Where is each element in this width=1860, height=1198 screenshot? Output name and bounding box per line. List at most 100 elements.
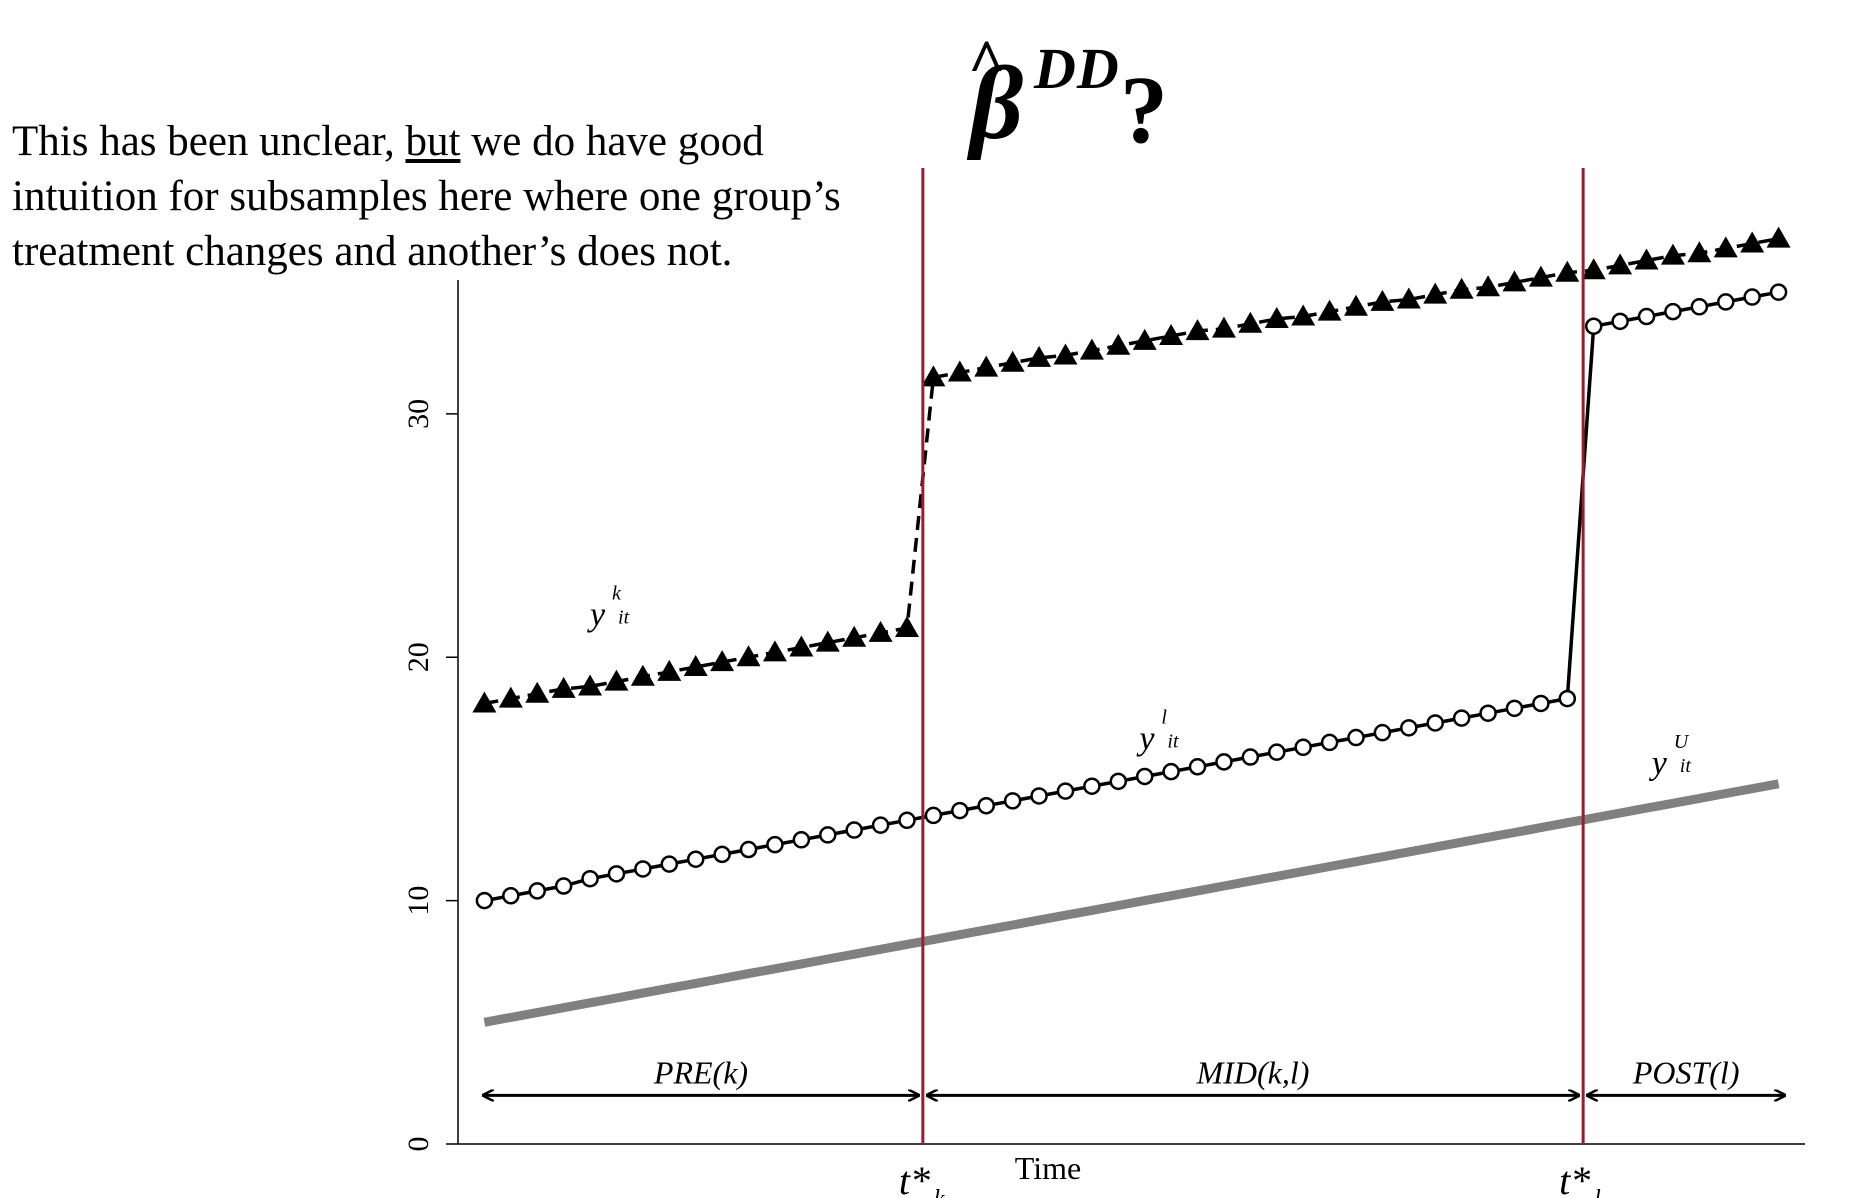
circle-marker [1030, 787, 1048, 805]
circle-marker [1505, 699, 1524, 718]
triangle-marker [1370, 289, 1395, 311]
triangle-marker [815, 630, 840, 652]
circle-marker [1109, 772, 1128, 791]
circle-marker [1426, 714, 1444, 732]
intro-line-1-end: we do have good [460, 118, 764, 165]
circle-marker [1664, 302, 1682, 321]
period-label: MID(k,l) [1196, 1054, 1310, 1090]
circle-marker [1400, 719, 1418, 737]
circle-marker [924, 806, 943, 825]
circle-marker [739, 840, 758, 859]
y-tick-label: 0 [402, 1137, 435, 1152]
triangle-marker [1687, 241, 1712, 263]
intro-line-2: intuition for subsamples here where one … [12, 173, 841, 220]
circle-marker [1611, 312, 1629, 331]
triangle-marker [895, 616, 919, 638]
triangle-marker [1634, 248, 1659, 270]
circle-marker [1452, 709, 1471, 727]
triangle-marker [1079, 338, 1104, 360]
circle-marker [819, 826, 837, 844]
circle-marker [766, 835, 784, 854]
triangle-marker [1000, 350, 1025, 372]
triangle-marker [1106, 333, 1131, 355]
intro-line-1: This has been unclear, but we do have go… [12, 114, 932, 169]
circle-marker [1373, 723, 1392, 742]
title-question-mark: ? [1120, 56, 1168, 163]
circle-marker [1056, 782, 1075, 800]
circle-marker [1637, 307, 1656, 326]
triangle-marker [1317, 299, 1342, 321]
triangle-marker [974, 355, 999, 377]
triangle-marker [921, 365, 946, 387]
circle-marker [1479, 704, 1497, 722]
circle-marker [1584, 317, 1603, 335]
circle-marker [1268, 743, 1286, 761]
triangle-marker [1555, 260, 1580, 282]
circle-marker [1083, 777, 1101, 795]
circle-marker [1690, 298, 1709, 316]
circle-marker [977, 796, 995, 815]
circle-marker [1532, 694, 1550, 713]
period-label: PRE(k) [653, 1054, 748, 1090]
triangle-marker [1423, 282, 1448, 304]
triangle-marker [1238, 311, 1263, 333]
triangle-marker [1660, 243, 1685, 265]
triangle-marker [1211, 316, 1236, 338]
series-line [483, 779, 1780, 1027]
triangle-marker [1344, 294, 1368, 316]
series-label: y [1136, 721, 1155, 758]
treatment-time-subscript: k [934, 1186, 945, 1198]
triangle-marker [1132, 328, 1157, 350]
intro-line-3: treatment changes and another’s does not… [12, 228, 733, 275]
series-label-subscript: it [618, 607, 630, 629]
circle-marker [1717, 293, 1735, 311]
series-line [484, 236, 1779, 706]
x-axis-label: Time [1015, 1150, 1081, 1186]
triangle-marker [1528, 265, 1553, 287]
triangle-marker [1027, 345, 1052, 367]
y-tick-label: 20 [402, 642, 435, 672]
triangle-marker [762, 640, 787, 662]
triangle-marker [498, 686, 523, 708]
triangle-marker [657, 659, 682, 681]
triangle-marker [1476, 275, 1501, 297]
triangle-marker [1740, 231, 1765, 253]
intro-line-1-start: This has been unclear, [12, 118, 406, 165]
triangle-marker [683, 654, 708, 676]
title-hat: ^ [968, 26, 1006, 97]
series-label-superscript: l [1161, 707, 1167, 729]
triangle-marker [1766, 226, 1791, 248]
triangle-marker [1581, 258, 1606, 280]
circle-marker [713, 845, 731, 864]
intro-text: This has been unclear, but we do have go… [12, 114, 932, 279]
circle-marker [951, 801, 969, 820]
triangle-marker [525, 681, 550, 703]
circle-marker [528, 882, 546, 900]
circle-marker [792, 831, 811, 849]
title-superscript: DD [1034, 36, 1120, 101]
annotation-layer: t* k t* l PRE(k) MID(k,l) POST(l) [483, 168, 1785, 1198]
series-label: y [587, 597, 606, 634]
triangle-marker [1396, 287, 1421, 309]
triangle-marker [1291, 304, 1316, 326]
series-label-subscript: it [1167, 731, 1179, 753]
circle-marker [1769, 283, 1788, 301]
circle-marker [898, 811, 916, 830]
circle-marker [1558, 689, 1577, 708]
axes: 0 10 20 30 Time [402, 280, 1805, 1186]
circle-marker [1743, 288, 1761, 306]
triangle-marker [1502, 270, 1527, 292]
triangle-marker [710, 650, 735, 672]
circle-marker [581, 869, 599, 888]
series-label-superscript: k [612, 583, 622, 605]
title-beta-symbol: β [970, 46, 1024, 161]
circle-marker [1003, 792, 1022, 810]
circle-marker [686, 850, 705, 868]
treatment-time-label: t* [1559, 1158, 1590, 1198]
triangle-marker [1159, 323, 1184, 345]
circle-marker [1347, 728, 1365, 747]
